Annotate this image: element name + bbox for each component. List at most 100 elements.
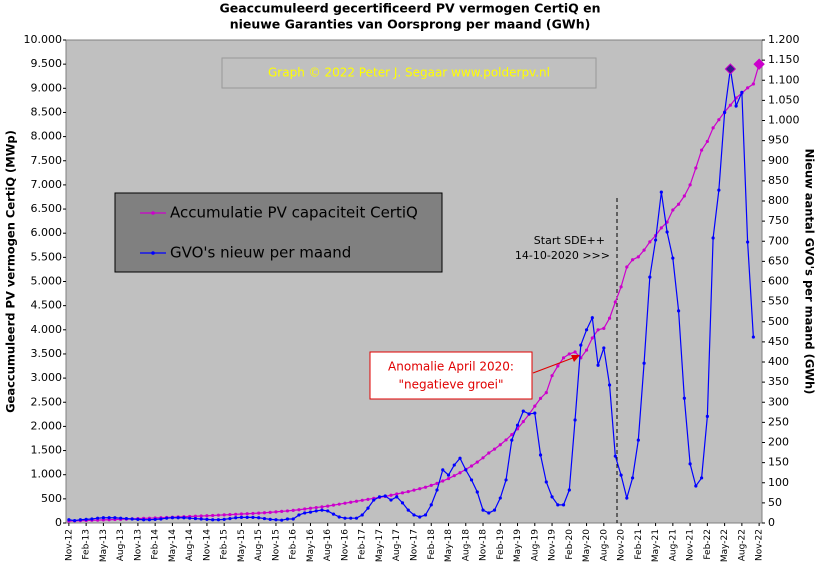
point <box>349 500 353 504</box>
point <box>314 505 318 510</box>
highlight-point <box>753 58 765 70</box>
point <box>544 480 548 484</box>
point <box>274 510 278 514</box>
point <box>113 516 117 520</box>
point <box>584 348 589 352</box>
point <box>607 316 612 320</box>
point <box>464 468 468 472</box>
y-tick-label: 3.000 <box>31 371 63 384</box>
point <box>199 514 203 518</box>
legend-label: GVO's nieuw per maand <box>170 244 351 262</box>
point <box>469 478 474 482</box>
point <box>308 506 313 510</box>
point <box>124 516 128 521</box>
point <box>625 265 629 269</box>
point <box>251 515 255 519</box>
x-tick-label: Nov-20 <box>617 529 627 561</box>
point <box>487 451 491 455</box>
point <box>222 517 226 521</box>
point <box>395 492 399 496</box>
point <box>406 490 410 494</box>
point <box>349 516 353 520</box>
point <box>527 412 531 416</box>
y-tick-label: 8.000 <box>31 130 63 143</box>
anomaly-arrow <box>532 355 579 374</box>
y2-tick-label: 500 <box>768 315 789 328</box>
y2-tick-label: 700 <box>768 234 789 247</box>
point <box>228 516 232 521</box>
point <box>446 473 451 477</box>
point <box>377 495 382 499</box>
point <box>130 517 134 521</box>
point <box>504 438 508 442</box>
point <box>337 515 341 519</box>
point <box>343 501 347 505</box>
x-tick-label: Nov-17 <box>410 529 420 561</box>
y-tick-label: 6.500 <box>31 202 63 215</box>
x-tick-label: Nov-15 <box>271 529 281 561</box>
point <box>602 326 606 330</box>
point <box>567 488 571 492</box>
point <box>205 514 209 518</box>
point <box>257 511 261 515</box>
point <box>418 487 422 491</box>
point <box>435 488 439 492</box>
y-tick-label: 500 <box>41 492 62 505</box>
x-tick-label: Nov-19 <box>548 529 558 561</box>
point <box>630 258 635 262</box>
point <box>469 464 474 468</box>
point <box>257 516 261 520</box>
y2-tick-label: 1.100 <box>768 73 800 86</box>
point <box>723 110 727 115</box>
y-tick-label: 5.500 <box>31 250 63 263</box>
y2-tick-label: 650 <box>768 254 789 267</box>
point <box>533 404 537 408</box>
point <box>671 256 675 260</box>
y-axis-title: Geaccumuleerd PV vermogen CertiQ (MWp) <box>4 130 18 413</box>
point <box>619 285 623 289</box>
point <box>222 513 226 517</box>
point <box>170 516 175 520</box>
point <box>423 485 428 489</box>
x-tick-label: Feb-15 <box>220 529 230 560</box>
point <box>245 515 249 519</box>
x-tick-label: Feb-14 <box>151 529 161 560</box>
point <box>579 343 583 347</box>
point <box>636 255 640 259</box>
x-tick-label: Aug-18 <box>461 529 471 562</box>
point <box>596 363 600 367</box>
chart-title: Geaccumuleerd gecertificeerd PV vermogen… <box>219 1 600 16</box>
point <box>297 513 301 517</box>
point <box>567 352 571 356</box>
x-tick-label: Feb-16 <box>289 529 299 560</box>
point <box>429 483 433 487</box>
point <box>291 508 295 512</box>
anomaly-arrowhead <box>571 355 580 362</box>
point <box>101 516 105 520</box>
x-tick-label: Aug-21 <box>668 529 678 561</box>
point <box>153 517 157 521</box>
point <box>648 240 652 244</box>
legend-marker <box>151 211 155 215</box>
point <box>550 374 554 378</box>
point <box>383 494 387 498</box>
point <box>694 166 698 170</box>
annotation: Anomalie April 2020: <box>388 360 514 374</box>
point <box>694 484 698 488</box>
point <box>251 511 255 516</box>
point <box>556 364 560 368</box>
y2-tick-label: 1.050 <box>768 93 800 106</box>
y-tick-label: 10.000 <box>24 33 63 46</box>
point <box>182 516 186 520</box>
point <box>360 513 364 517</box>
point <box>360 498 364 502</box>
x-tick-label: Aug-22 <box>737 529 747 561</box>
point <box>590 336 594 340</box>
highlight-point <box>724 63 737 75</box>
point <box>67 518 71 522</box>
x-tick-label: Feb-17 <box>358 529 368 560</box>
point <box>297 508 301 512</box>
point <box>717 118 721 122</box>
point <box>337 502 341 506</box>
point <box>84 517 88 521</box>
